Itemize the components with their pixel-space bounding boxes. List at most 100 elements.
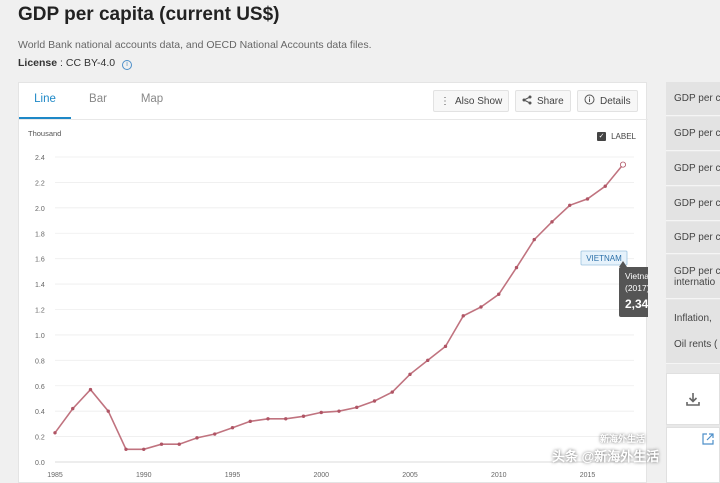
data-point[interactable]: [177, 442, 181, 446]
series-end-label: VIETNAM: [580, 250, 628, 266]
y-tick-label: 0.8: [35, 358, 45, 365]
tooltip-country: Vietnam: [625, 271, 648, 281]
data-point[interactable]: [550, 220, 554, 224]
data-point[interactable]: [301, 414, 306, 418]
label-toggle[interactable]: ✓ LABEL: [597, 132, 636, 141]
data-point[interactable]: [568, 203, 572, 207]
data-point[interactable]: [213, 432, 217, 436]
data-point[interactable]: [159, 442, 164, 446]
data-point[interactable]: [195, 436, 199, 440]
info-circle-icon: [584, 94, 595, 108]
share-button[interactable]: Share: [515, 90, 571, 112]
download-icon: [686, 393, 700, 406]
sidebar-item-gdp-5[interactable]: GDP per c: [666, 222, 720, 254]
data-point[interactable]: [497, 292, 501, 296]
tab-bar[interactable]: Bar: [89, 93, 107, 105]
data-point[interactable]: [514, 265, 519, 270]
label-toggle-text: LABEL: [611, 132, 636, 141]
label-checkbox[interactable]: ✓: [597, 132, 607, 141]
info-icon[interactable]: i: [122, 60, 133, 70]
x-tick-label: 1985: [47, 472, 63, 479]
also-show-button[interactable]: ⋮ Also Show: [433, 90, 510, 112]
y-tick-label: 1.6: [35, 257, 45, 264]
series-end-label-text: VIETNAM: [586, 254, 622, 263]
sidebar-item-label: Oil rents (: [674, 339, 718, 350]
data-point[interactable]: [461, 314, 465, 318]
sidebar-item-gdp-4[interactable]: GDP per c: [666, 187, 720, 221]
details-button[interactable]: Details: [577, 90, 638, 112]
data-point[interactable]: [443, 344, 448, 349]
source-note: World Bank national accounts data, and O…: [18, 39, 372, 51]
data-point[interactable]: [71, 406, 75, 411]
details-label: Details: [600, 95, 631, 107]
sidebar-item-oil-rents[interactable]: Oil rents (: [666, 326, 720, 364]
series-line-vietnam: [54, 164, 624, 451]
data-point[interactable]: [620, 161, 627, 168]
y-tick-label: 0.0: [35, 460, 45, 467]
chart-area: 0.0 0.2 0.4 0.6 0.8 1.0 1.2 1.4 1.6 1.8 2.0 2.2 2.4 …: [19, 120, 648, 483]
data-point[interactable]: [106, 409, 110, 413]
y-tick-label: 0.6: [35, 384, 45, 391]
data-point[interactable]: [603, 184, 607, 188]
sidebar-item-label-line2: internatio: [674, 276, 716, 288]
sidebar-item-gdp-2[interactable]: GDP per c: [666, 117, 720, 151]
y-tick-label: 2.0: [35, 206, 45, 213]
download-button[interactable]: [666, 373, 720, 425]
tooltip-year: (2017): [625, 283, 648, 293]
sidebar-item-label: GDP per c: [674, 232, 720, 243]
tab-line[interactable]: Line: [19, 83, 71, 119]
data-point[interactable]: [372, 399, 377, 403]
x-tick-label: 2000: [313, 472, 329, 479]
line-chart: 0.00.20.40.60.81.01.21.41.61.82.02.22.4 …: [35, 155, 648, 479]
data-point[interactable]: [532, 237, 536, 242]
data-point[interactable]: [390, 390, 394, 394]
data-point[interactable]: [53, 431, 57, 435]
y-unit-label: Thousand: [28, 129, 62, 138]
x-tick-label: 2010: [491, 472, 507, 479]
data-point[interactable]: [408, 372, 412, 377]
sidebar-item-gdp-1[interactable]: GDP per c: [666, 82, 720, 116]
data-point[interactable]: [142, 447, 146, 451]
sidebar-item-label: GDP per c: [674, 163, 720, 174]
y-tick-label: 1.2: [35, 308, 45, 315]
y-tick-label: 2.4: [35, 155, 45, 162]
chart-panel: Line Bar Map ⋮ Also Show Share Details 0…: [18, 82, 648, 483]
y-tick-label: 1.8: [35, 231, 45, 238]
sidebar-item-label: GDP per c: [674, 265, 720, 277]
data-point[interactable]: [124, 447, 128, 451]
data-point[interactable]: [426, 358, 430, 363]
y-tick-label: 1.0: [35, 333, 45, 340]
data-point[interactable]: [230, 425, 235, 430]
tabs-divider: [19, 119, 648, 120]
x-tick-label: 2015: [580, 472, 596, 479]
indicator-sidebar: GDP per c GDP per c GDP per c GDP per c …: [666, 82, 720, 483]
sidebar-item-gdp-ppp[interactable]: GDP per c internatio: [666, 255, 720, 299]
external-link-icon: [702, 433, 714, 445]
share-icon: [522, 95, 532, 108]
data-point[interactable]: [248, 419, 252, 424]
watermark-text: 头条 @新海外生活: [552, 449, 660, 464]
license-value: : CC BY-4.0: [60, 57, 116, 69]
x-tick-label: 1990: [136, 472, 152, 479]
data-point[interactable]: [337, 409, 341, 413]
data-point[interactable]: [585, 197, 590, 201]
sidebar-item-label: Inflation,: [674, 313, 712, 324]
chart-tabs: Line Bar Map: [19, 83, 179, 119]
data-point[interactable]: [479, 305, 483, 309]
data-point[interactable]: [319, 410, 323, 415]
y-tick-label: 0.4: [35, 409, 45, 416]
watermark-small: 新海外生活: [600, 434, 646, 444]
data-point[interactable]: [355, 405, 359, 410]
data-point[interactable]: [284, 417, 288, 421]
page-title: GDP per capita (current US$): [18, 4, 280, 25]
sidebar-item-gdp-3[interactable]: GDP per c: [666, 152, 720, 186]
sidebar-item-label: GDP per c: [674, 128, 720, 139]
tab-map[interactable]: Map: [140, 93, 164, 105]
y-tick-label: 2.2: [35, 180, 45, 187]
y-tick-label: 0.2: [35, 435, 45, 442]
external-link-button[interactable]: [666, 427, 720, 483]
x-tick-label: 1995: [225, 472, 241, 479]
sidebar-item-label: GDP per c: [674, 93, 720, 104]
data-point[interactable]: [266, 417, 270, 421]
data-point[interactable]: [88, 387, 93, 392]
